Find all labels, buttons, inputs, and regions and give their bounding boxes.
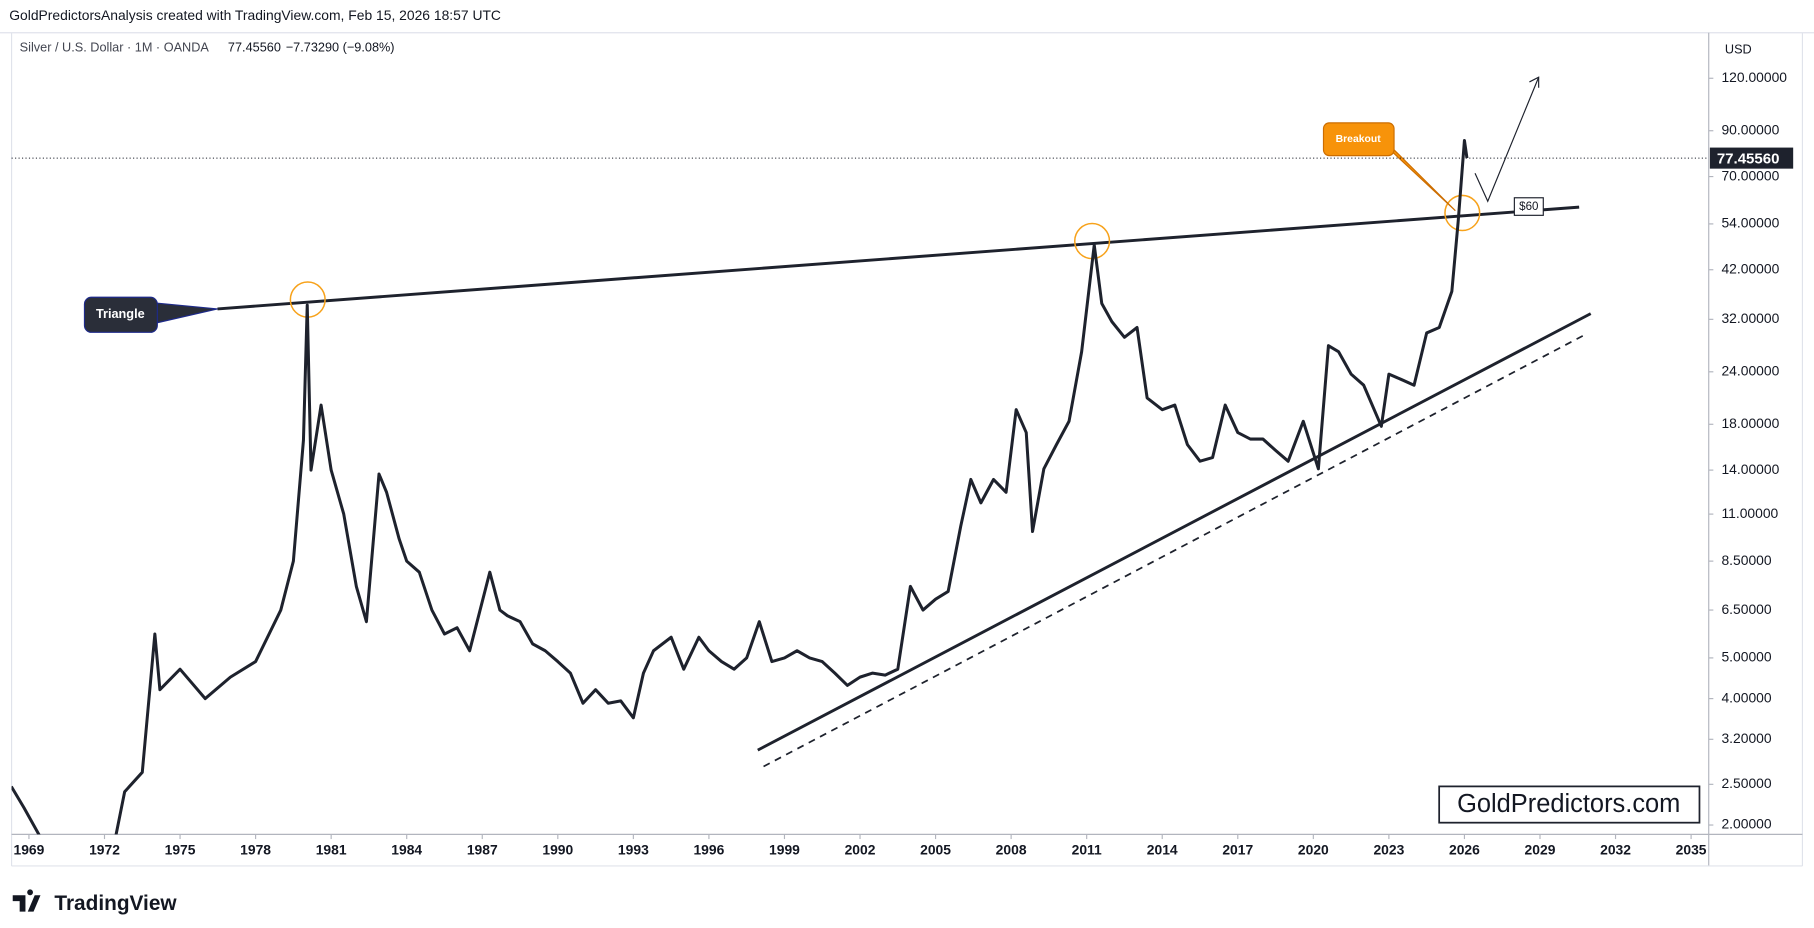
callout-box [1322, 122, 1395, 157]
y-tick-label: 6.50000 [1721, 601, 1771, 617]
arrow-head [1529, 76, 1540, 88]
x-tick-label: 1981 [316, 841, 347, 857]
level-label: $60 [1519, 200, 1539, 213]
y-tick-label: 11.00000 [1721, 505, 1778, 521]
watermark: GoldPredictors.com [1457, 790, 1680, 818]
x-tick-label: 1990 [542, 841, 573, 857]
y-tick-label: 120.00000 [1721, 69, 1787, 85]
y-tick-label: 42.00000 [1721, 260, 1779, 276]
callout-label: Triangle [96, 306, 145, 321]
callout-box [83, 296, 158, 333]
y-tick-label: 18.00000 [1721, 415, 1779, 431]
watermark-box [1438, 785, 1701, 824]
y-tick-label: 54.00000 [1721, 215, 1779, 231]
x-tick-label: 2026 [1449, 841, 1480, 857]
x-tick-label: 2011 [1072, 841, 1102, 857]
x-tick-label: 2020 [1298, 841, 1329, 857]
x-tick-label: 1969 [14, 841, 45, 857]
x-tick-label: 2002 [845, 841, 876, 857]
x-tick-label: 2023 [1373, 841, 1404, 857]
support-line [757, 312, 1592, 752]
resistance-line [217, 205, 1580, 311]
y-tick-label: 70.00000 [1721, 167, 1779, 183]
x-tick-label: 2035 [1676, 841, 1707, 857]
x-tick-label: 1978 [240, 841, 271, 857]
x-tick-label: 1999 [769, 841, 800, 857]
x-tick-label: 1996 [693, 841, 724, 857]
x-tick-label: 2017 [1222, 841, 1253, 857]
y-tick-label: 90.00000 [1721, 121, 1779, 137]
drawings: Triangle Breakout $60 GoldPredictors.com [83, 76, 1701, 824]
price-line [11, 139, 1469, 835]
plot-area [11, 139, 1469, 835]
footer-logo: TradingView [12, 889, 177, 915]
level-box [1513, 197, 1544, 216]
y-tick-label: 8.50000 [1721, 552, 1771, 568]
x-tick-label: 1993 [618, 841, 649, 857]
x-tick-label: 2029 [1525, 841, 1556, 857]
y-tick-label: 32.00000 [1721, 310, 1779, 326]
y-tick-label: 3.20000 [1721, 730, 1771, 746]
x-tick-label: 2005 [920, 841, 951, 857]
y-tick-label: 24.00000 [1721, 362, 1779, 378]
y-tick-label: 2.50000 [1721, 775, 1771, 791]
callout-label: Breakout [1336, 134, 1382, 145]
header: GoldPredictorsAnalysis created with Trad… [9, 7, 501, 23]
x-tick-label: 2014 [1147, 841, 1178, 857]
x-tick-label: 1984 [391, 841, 422, 857]
x-tick-label: 1975 [165, 841, 196, 857]
x-tick-label: 2032 [1600, 841, 1631, 857]
callout-pointer [155, 302, 218, 324]
last-price-label: 77.45560 [1717, 150, 1780, 167]
logo-mark [12, 889, 41, 912]
last-price-tag [1709, 147, 1794, 169]
y-tick-label: 14.00000 [1721, 461, 1779, 477]
currency: USD [1725, 42, 1752, 57]
y-tick-label: 2.00000 [1721, 816, 1771, 832]
legend-price: 77.45560 [228, 39, 281, 54]
y-tick-label: 5.00000 [1721, 649, 1771, 665]
projection-arrow [1474, 77, 1540, 203]
x-tick-label: 2008 [996, 841, 1027, 857]
symbol-title: Silver / U.S. Dollar · 1M · OANDA [20, 39, 210, 54]
support-dashed [763, 332, 1588, 768]
x-tick-label: 1987 [467, 841, 498, 857]
y-tick-label: 4.00000 [1721, 689, 1771, 705]
highlight-circle [1444, 194, 1481, 232]
footer-brand: TradingView [54, 892, 177, 915]
legend-change: −7.73290 (−9.08%) [286, 39, 395, 54]
x-tick-label: 1972 [89, 841, 120, 857]
